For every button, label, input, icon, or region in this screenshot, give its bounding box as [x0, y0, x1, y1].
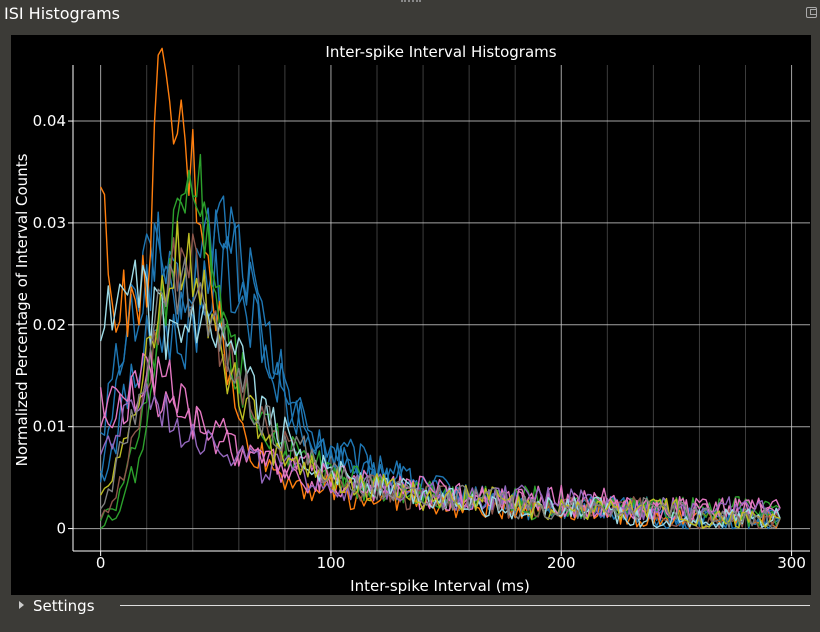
series-line-12	[100, 257, 781, 529]
series-line-11	[99, 220, 781, 529]
y-axis-label: Normalized Percentage of Interval Counts	[13, 153, 31, 466]
expand-arrow-icon[interactable]	[19, 601, 24, 609]
grid-lines	[73, 65, 810, 551]
series-layer	[99, 47, 781, 530]
settings-toggle[interactable]: Settings	[14, 596, 814, 620]
series-line-7	[99, 349, 781, 521]
x-tick-label: 200	[547, 554, 576, 572]
settings-divider	[120, 605, 810, 606]
y-ticks: 0 0.01 0.02 0.03 0.04	[33, 112, 73, 538]
y-tick-label: 0.02	[33, 316, 66, 334]
x-tick-label: 300	[777, 554, 806, 572]
y-tick-label: 0	[56, 520, 66, 538]
dock-title-bar[interactable]: ISI Histograms	[0, 0, 820, 28]
x-axis-label: Inter-spike Interval (ms)	[350, 577, 530, 595]
series-line-1	[100, 209, 781, 528]
drag-grip-icon[interactable]	[401, 0, 421, 5]
float-window-icon[interactable]	[806, 7, 817, 18]
x-tick-label: 100	[317, 554, 346, 572]
chart-title: Inter-spike Interval Histograms	[325, 43, 556, 61]
y-tick-label: 0.04	[33, 112, 66, 130]
y-tick-label: 0.01	[33, 418, 66, 436]
x-tick-label: 0	[96, 554, 106, 572]
series-line-3	[99, 47, 781, 530]
settings-label: Settings	[33, 597, 95, 615]
series-line-0	[99, 195, 781, 530]
window-title: ISI Histograms	[4, 4, 121, 23]
x-ticks: 0 100 200 300	[96, 551, 806, 572]
y-tick-label: 0.03	[33, 214, 66, 232]
